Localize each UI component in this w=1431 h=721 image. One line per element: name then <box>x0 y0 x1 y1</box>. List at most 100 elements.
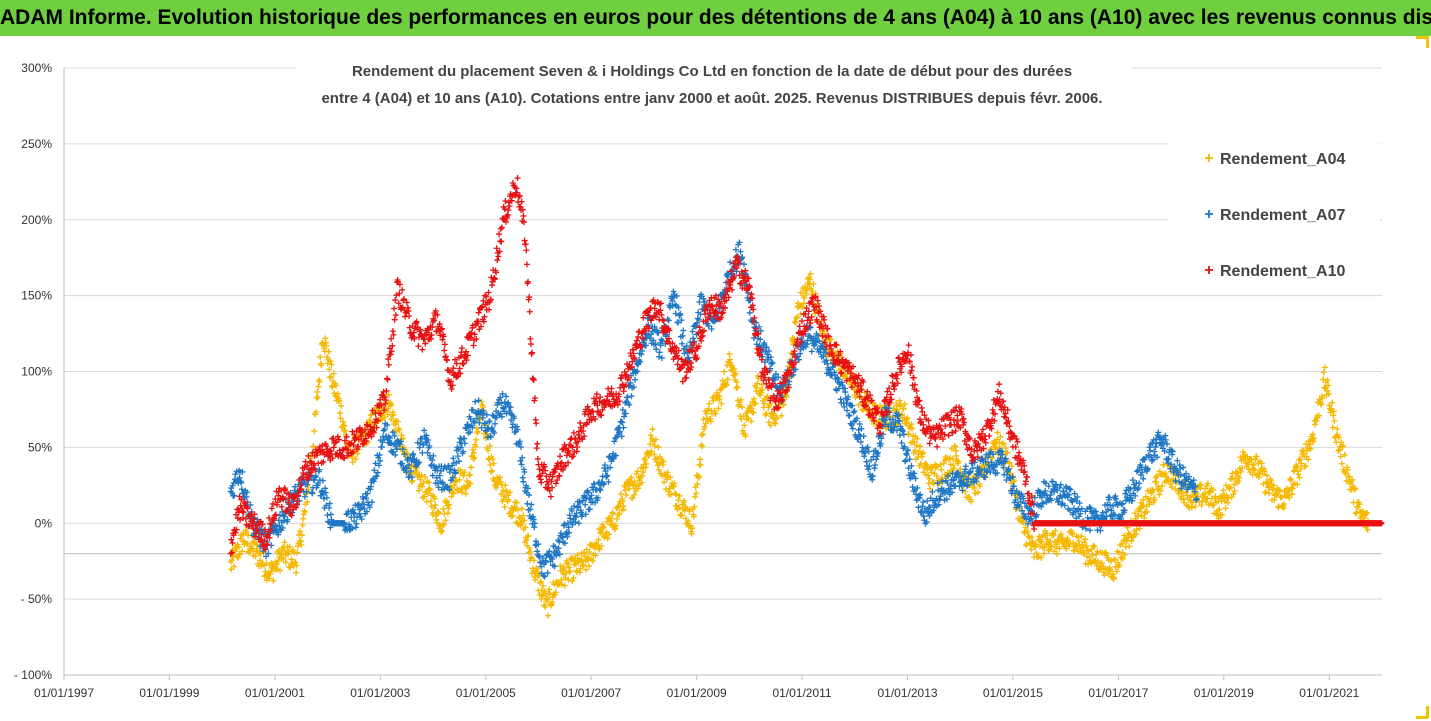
data-point <box>690 513 697 520</box>
scatter-chart: - 100%- 50%0%50%100%150%200%250%300% 01/… <box>14 52 1385 700</box>
data-point <box>583 566 590 573</box>
data-point <box>955 458 962 465</box>
data-point <box>642 457 649 464</box>
data-point <box>239 548 246 555</box>
data-point <box>1144 508 1151 515</box>
data-point <box>244 541 251 548</box>
data-point <box>263 560 270 567</box>
data-point <box>326 366 333 373</box>
data-point <box>558 581 565 588</box>
data-point <box>605 531 612 538</box>
data-point <box>692 484 699 491</box>
data-point <box>1197 481 1204 488</box>
data-point <box>656 349 663 356</box>
y-tick-label: 300% <box>21 61 52 75</box>
data-point <box>309 490 316 497</box>
data-point <box>1000 440 1007 447</box>
data-point <box>609 510 616 517</box>
data-point <box>612 522 619 529</box>
data-point <box>620 424 627 431</box>
data-point <box>1011 477 1018 484</box>
data-point <box>1057 481 1064 488</box>
data-point <box>527 548 534 555</box>
data-point <box>1097 527 1104 534</box>
data-point <box>772 415 779 422</box>
data-point <box>1121 551 1128 558</box>
data-point <box>520 512 527 519</box>
y-tick-label: - 50% <box>21 592 53 606</box>
data-point <box>506 203 513 210</box>
data-point <box>695 473 702 480</box>
data-point <box>1036 533 1043 540</box>
data-point <box>1090 542 1097 549</box>
data-point <box>292 559 299 566</box>
data-point <box>797 289 804 296</box>
data-point <box>734 384 741 391</box>
data-point <box>804 284 811 291</box>
data-point <box>1331 417 1338 424</box>
data-point <box>1140 496 1147 503</box>
data-point <box>1125 530 1132 537</box>
data-point <box>520 212 527 219</box>
data-point <box>741 261 748 268</box>
data-point <box>415 487 422 494</box>
data-point <box>435 509 442 516</box>
data-point <box>1081 550 1088 557</box>
data-point <box>1028 546 1035 553</box>
data-point <box>462 490 469 497</box>
data-point <box>391 305 398 312</box>
data-point <box>618 490 625 497</box>
data-point <box>316 378 323 385</box>
data-point <box>765 419 772 426</box>
data-point <box>769 359 776 366</box>
data-point <box>727 359 734 366</box>
x-axis-tick-labels: 01/01/1997 01/01/1999 01/01/2001 01/01/2003… <box>34 675 1360 700</box>
data-point <box>926 475 933 482</box>
x-tick-label: 01/01/2017 <box>1088 686 1148 700</box>
data-point <box>658 336 665 343</box>
data-point <box>320 495 327 502</box>
data-point <box>324 512 331 519</box>
data-point <box>1137 499 1144 506</box>
data-point <box>600 523 607 530</box>
data-point <box>460 360 467 367</box>
data-point <box>318 362 325 369</box>
data-point <box>557 453 564 460</box>
data-point <box>800 300 807 307</box>
data-point <box>485 447 492 454</box>
data-point <box>534 569 541 576</box>
data-point <box>920 499 927 506</box>
data-point <box>518 198 525 205</box>
data-point <box>458 345 465 352</box>
data-point <box>1210 486 1217 493</box>
data-point <box>749 408 756 415</box>
data-point <box>538 587 545 594</box>
data-point <box>525 532 532 539</box>
data-point <box>905 342 912 349</box>
data-point <box>489 456 496 463</box>
data-point <box>470 342 477 349</box>
data-point <box>1201 490 1208 497</box>
y-tick-label: 0% <box>35 516 53 530</box>
data-point <box>658 354 665 361</box>
data-point <box>440 521 447 528</box>
data-point <box>647 432 654 439</box>
data-point <box>680 327 687 334</box>
data-point <box>1329 424 1336 431</box>
data-point <box>546 590 553 597</box>
data-point <box>791 335 798 342</box>
data-point <box>850 409 857 416</box>
data-point <box>313 409 320 416</box>
data-point <box>501 503 508 510</box>
data-point <box>1022 524 1029 531</box>
data-point <box>399 286 406 293</box>
data-point <box>572 555 579 562</box>
data-point <box>1189 499 1196 506</box>
data-point <box>538 479 545 486</box>
data-point <box>1199 498 1206 505</box>
data-point <box>690 335 697 342</box>
data-point <box>631 478 638 485</box>
data-point <box>655 444 662 451</box>
data-point <box>490 460 497 467</box>
data-point <box>521 517 528 524</box>
